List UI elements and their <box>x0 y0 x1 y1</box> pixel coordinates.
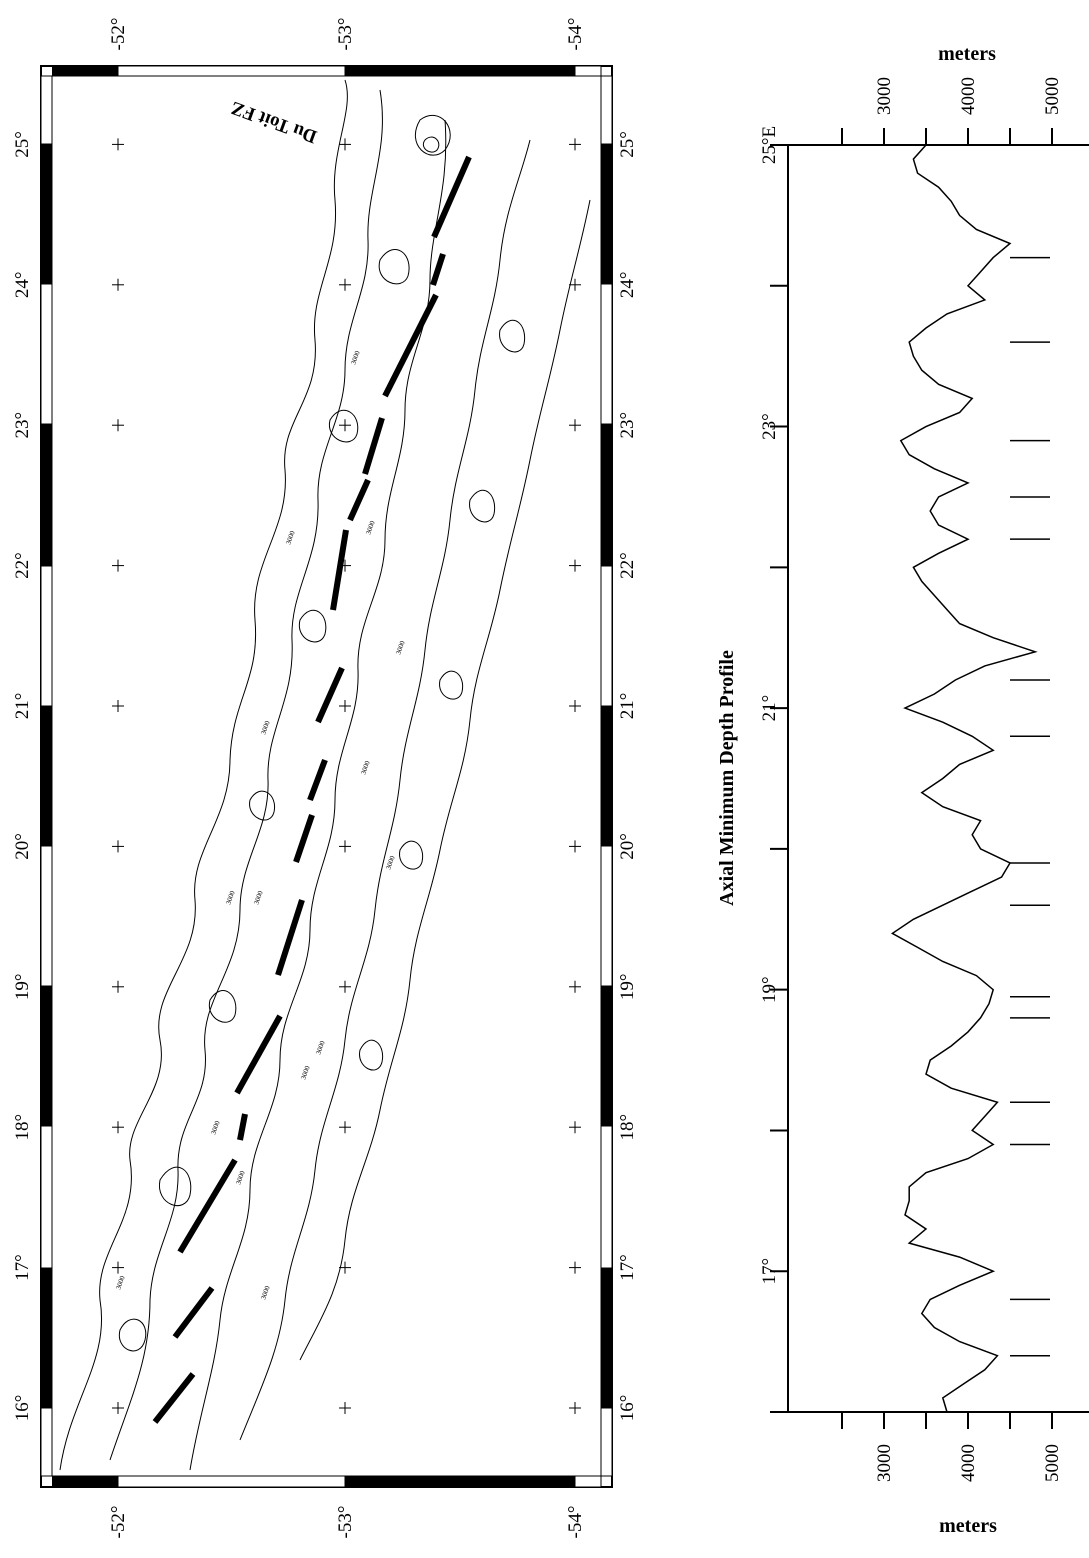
map-lat-label: -53° <box>335 18 356 51</box>
map-lon-label: 25° <box>617 131 638 158</box>
feature-tick-marks <box>1010 256 1050 1357</box>
map-lon-label: 16° <box>12 1395 33 1422</box>
map-lon-labels-right: 16° 17° 18° 19° 20° 21° 22° 23° 24° 25° <box>617 131 638 1421</box>
ridge-segment <box>234 1014 283 1095</box>
map-lon-label: 23° <box>12 412 33 439</box>
ridge-segment <box>347 478 371 522</box>
map-lon-label: 24° <box>617 271 638 298</box>
profile-lon-labels: 25°E 23° 21° 19° 17° <box>759 126 780 1285</box>
profile-lon-label: 25°E <box>759 126 780 164</box>
profile-lon-label: 19° <box>759 976 780 1003</box>
map-lon-label: 20° <box>12 833 33 860</box>
map-lon-label: 18° <box>12 1114 33 1141</box>
ridge-segment <box>431 155 472 239</box>
ridge-segment <box>293 814 315 863</box>
profile-lon-label: 17° <box>759 1258 780 1285</box>
profile-tick-labels: 3000 4000 5000 3000 4000 5000 <box>874 77 1063 1482</box>
map-lon-label: 21° <box>617 693 638 720</box>
map-lat-label: -52° <box>108 1506 129 1539</box>
map-lon-label: 23° <box>617 412 638 439</box>
depth-series-line <box>890 144 1038 1413</box>
depth-tick-label: 3000 <box>874 1444 895 1482</box>
bathymetry-contours <box>59 79 591 1471</box>
map-lat-labels-top: -52° -53° -54° <box>108 18 586 51</box>
lat-scale-bars <box>52 65 602 1488</box>
map-lat-label: -54° <box>565 18 586 51</box>
ridge-segment <box>362 417 385 475</box>
map-lon-label: 22° <box>12 552 33 579</box>
map-lon-label: 19° <box>12 973 33 1000</box>
ridge-segment <box>430 253 446 286</box>
map-lon-label: 20° <box>617 833 638 860</box>
depth-tick-label: 3000 <box>874 77 895 115</box>
depth-tick-label: 4000 <box>958 77 979 115</box>
map-lon-label: 25° <box>12 131 33 158</box>
map-lon-label: 17° <box>617 1254 638 1281</box>
map-lat-label: -54° <box>565 1506 586 1539</box>
profile-lon-ticks <box>770 144 788 1413</box>
ridge-segment <box>330 529 349 611</box>
map-lon-label: 24° <box>12 271 33 298</box>
bottom-axis-label: meters <box>939 1515 997 1537</box>
map-lon-label: 21° <box>12 693 33 720</box>
ridge-segment <box>315 666 345 724</box>
lon-scale-bars <box>40 75 613 1477</box>
map-lon-label: 22° <box>617 552 638 579</box>
map-frame <box>40 65 613 1488</box>
profile-title: Axial Minimum Depth Profile <box>716 650 738 906</box>
map-lon-label: 18° <box>617 1114 638 1141</box>
map-lat-label: -52° <box>108 18 129 51</box>
ridge-segment <box>177 1158 238 1254</box>
profile-lon-label: 23° <box>759 413 780 440</box>
map-lat-label: -53° <box>335 1506 356 1539</box>
ridge-segment <box>237 1113 248 1141</box>
map-lon-label: 17° <box>12 1254 33 1281</box>
depth-tick-label: 5000 <box>1042 1444 1063 1482</box>
ridge-segment <box>172 1286 215 1339</box>
ridge-segment <box>307 758 328 802</box>
map-lon-label: 19° <box>617 973 638 1000</box>
map-lon-label: 16° <box>617 1395 638 1422</box>
top-axis-label: meters <box>938 43 996 65</box>
depth-tick-label: 5000 <box>1042 77 1063 115</box>
graticule-crosses <box>112 138 581 1414</box>
depth-tick-label: 4000 <box>958 1444 979 1482</box>
profile-lon-label: 21° <box>759 695 780 722</box>
depth-profile-chart: 3000 4000 5000 3000 4000 5000 25°E 23° 21° 19° 17… <box>716 43 1089 1537</box>
ridge-axis <box>152 155 472 1424</box>
ridge-segment <box>152 1372 196 1424</box>
ridge-segment <box>275 899 305 976</box>
map-lon-labels-left: 16° 17° 18° 19° 20° 21° 22° 23° 24° 25° <box>12 131 33 1421</box>
map-lat-labels-bottom: -52° -53° -54° <box>108 1506 586 1539</box>
ridge-segment <box>382 293 439 398</box>
profile-axis-ticks <box>841 128 1053 1429</box>
